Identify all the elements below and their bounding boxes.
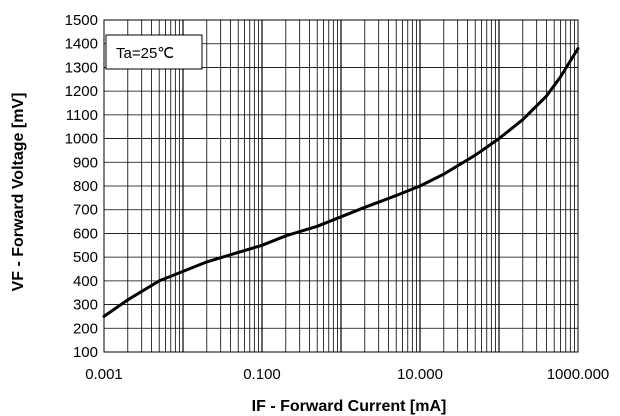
y-tick-label: 400 bbox=[73, 273, 98, 290]
plot-frame bbox=[103, 19, 579, 353]
temperature-annotation: Ta=25℃ bbox=[116, 45, 174, 62]
y-tick-label: 100 bbox=[73, 344, 98, 361]
x-tick-label: 1000.000 bbox=[547, 366, 610, 383]
y-tick-label: 200 bbox=[73, 320, 98, 337]
y-tick-label: 1200 bbox=[65, 83, 98, 100]
y-tick-label: 1000 bbox=[65, 131, 98, 148]
forward-voltage-curve bbox=[102, 47, 580, 318]
x-tick-label: 0.001 bbox=[85, 366, 123, 383]
y-tick-label: 1500 bbox=[65, 12, 98, 29]
chart-grid bbox=[104, 20, 578, 352]
y-tick-label: 1100 bbox=[66, 107, 98, 124]
x-axis-ticks: 0.001 0.100 10.000 1000.000 bbox=[85, 366, 609, 383]
y-tick-label: 500 bbox=[73, 249, 98, 266]
y-tick-label: 800 bbox=[73, 178, 98, 195]
x-tick-label: 0.100 bbox=[243, 366, 281, 383]
temperature-annotation-box bbox=[105, 34, 203, 70]
y-axis-title: VF - Forward Voltage [mV] bbox=[10, 93, 27, 292]
y-axis-ticks: 100 200 300 400 500 600 700 800 900 1000 1100 1200 1… bbox=[65, 12, 98, 361]
y-tick-label: 600 bbox=[73, 225, 98, 242]
x-tick-label: 10.000 bbox=[397, 366, 443, 383]
y-tick-label: 300 bbox=[73, 297, 98, 314]
y-tick-label: 1300 bbox=[65, 59, 98, 76]
y-tick-label: 700 bbox=[73, 202, 98, 219]
y-tick-label: 900 bbox=[73, 154, 98, 171]
y-tick-label: 1400 bbox=[65, 36, 98, 53]
x-axis-title: IF - Forward Current [mA] bbox=[252, 398, 447, 415]
